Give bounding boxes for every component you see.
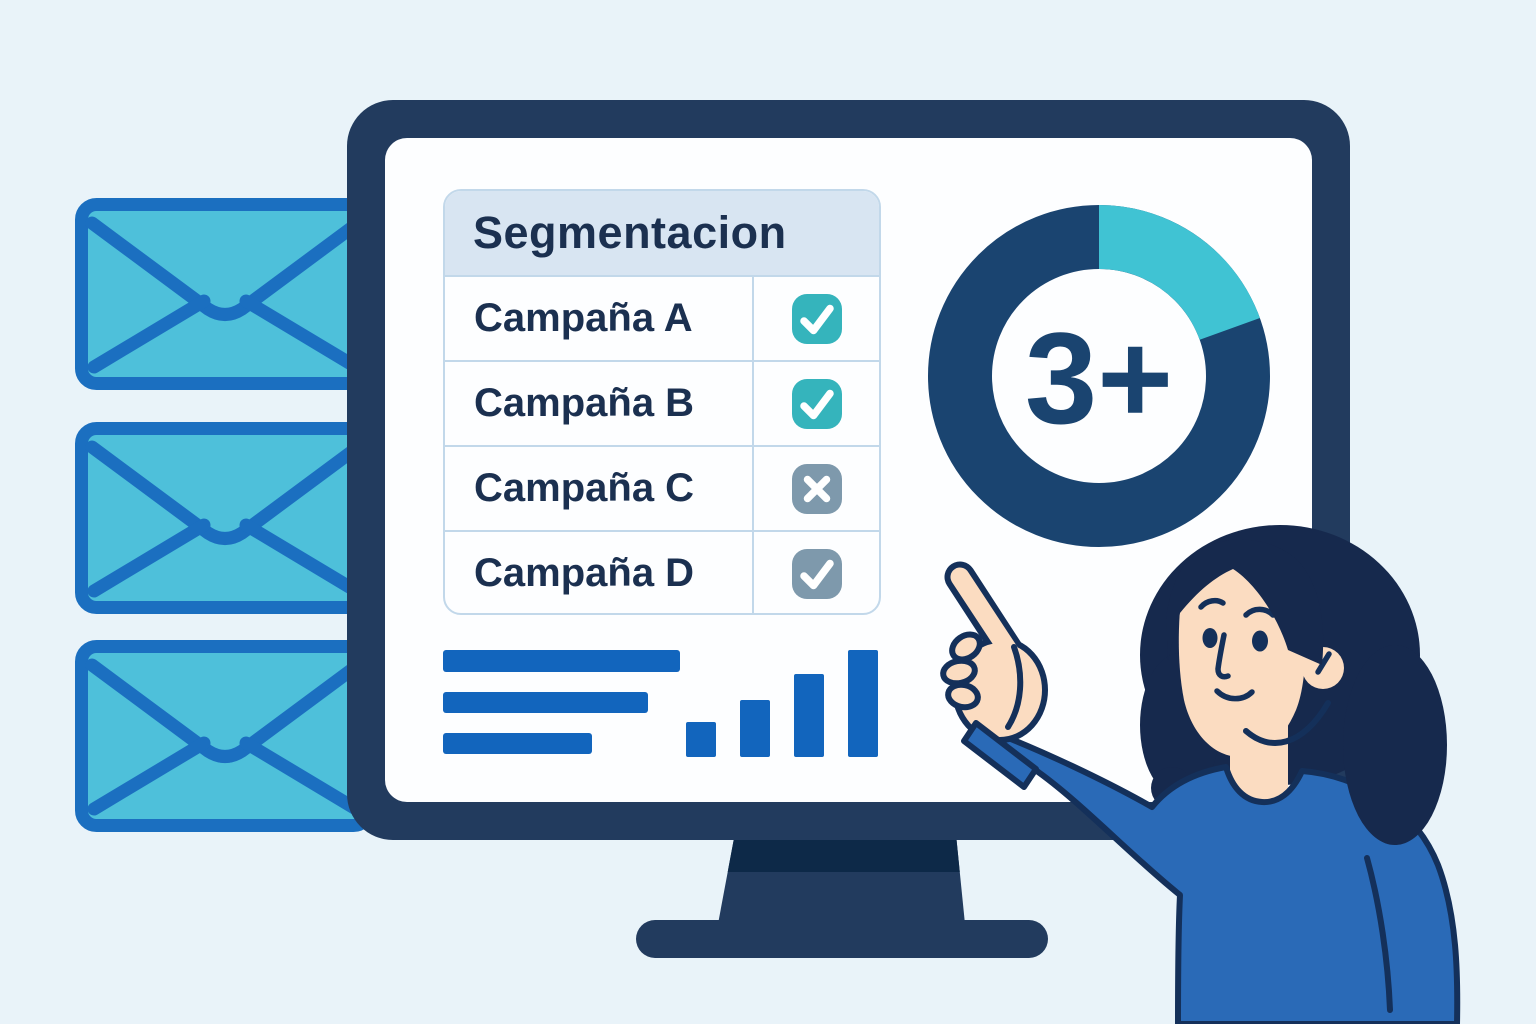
segmentation-table: Segmentacion Campaña A Campaña B (443, 189, 881, 615)
monitor-stand-shadow (718, 838, 965, 872)
campaign-label-cell: Campaña C (445, 447, 752, 530)
text-placeholder-line (443, 692, 648, 713)
badge-background (791, 293, 842, 344)
bar (848, 650, 878, 757)
status-badge (791, 378, 842, 429)
status-cell (752, 532, 879, 613)
campaign-label-cell: Campaña A (445, 277, 752, 360)
campaign-label: Campaña D (474, 551, 695, 595)
campaign-label: Campaña B (474, 381, 695, 425)
envelope-fold-left (87, 294, 211, 374)
smile (1214, 688, 1255, 702)
text-placeholder-line (443, 733, 592, 754)
monitor-stand-neck (718, 838, 965, 924)
hair-fringe (1166, 539, 1324, 665)
envelope-body (75, 198, 375, 390)
status-badge (791, 548, 842, 599)
status-badge (791, 463, 842, 514)
sleeve-cuff (961, 720, 1039, 790)
check-icon (799, 389, 834, 419)
monitor-stand-base (636, 920, 1048, 958)
knuckle (945, 681, 981, 711)
nose-line (1215, 632, 1231, 680)
pointing-hand (940, 561, 1048, 790)
envelope-flap (85, 216, 365, 321)
bar (686, 722, 716, 757)
thumb-line (1005, 644, 1024, 730)
envelope-icon (75, 640, 375, 832)
envelope-fold-left (87, 518, 211, 598)
face-features (1198, 597, 1331, 746)
status-cell (752, 277, 879, 360)
envelope-icon (75, 198, 375, 390)
table-row: Campaña C (445, 445, 879, 530)
donut-center-label: 3+ (1025, 305, 1173, 451)
knuckle (949, 631, 983, 663)
index-finger (950, 567, 1024, 669)
right-eye (1252, 630, 1268, 652)
jaw-line (1243, 700, 1331, 746)
status-cell (752, 447, 879, 530)
envelope-fold-right (239, 736, 363, 816)
table-row: Campaña B (445, 360, 879, 445)
status-badge (791, 293, 842, 344)
check-icon (799, 559, 834, 589)
campaign-label: Campaña A (474, 296, 693, 340)
envelope-flap (85, 658, 365, 763)
bar (794, 674, 824, 757)
envelope-icon (75, 422, 375, 614)
campaign-label-cell: Campaña B (445, 362, 752, 445)
badge-background (791, 378, 842, 429)
envelope-fold-right (239, 294, 363, 374)
envelope-fold-right (239, 518, 363, 598)
bar (740, 700, 770, 757)
check-icon (799, 304, 834, 334)
status-cell (752, 362, 879, 445)
hair-front-lock (1343, 645, 1447, 845)
table-title: Segmentacion (473, 207, 787, 258)
table-row: Campaña D (445, 530, 879, 613)
envelope-body (75, 422, 375, 614)
campaign-label-cell: Campaña D (445, 532, 752, 613)
table-header: Segmentacion (445, 191, 879, 275)
campaign-label: Campaña C (474, 466, 695, 510)
shirt (977, 724, 1461, 1024)
envelope-fold-left (87, 736, 211, 816)
table-row: Campaña A (445, 275, 879, 360)
envelope-flap (85, 440, 365, 545)
donut-segment (1098, 205, 1260, 341)
left-eye (1202, 628, 1218, 648)
donut-chart: 3+ (928, 205, 1270, 547)
ear-line (1315, 651, 1332, 675)
left-eyebrow (1198, 597, 1226, 610)
mini-bar-chart (686, 649, 878, 757)
x-icon (803, 475, 830, 502)
woman-illustration (940, 525, 1461, 1024)
text-placeholder-line (443, 650, 680, 672)
envelope-body (75, 640, 375, 832)
arm-seam-line (1364, 855, 1393, 1013)
badge-background (791, 548, 842, 599)
right-eyebrow (1243, 606, 1276, 618)
